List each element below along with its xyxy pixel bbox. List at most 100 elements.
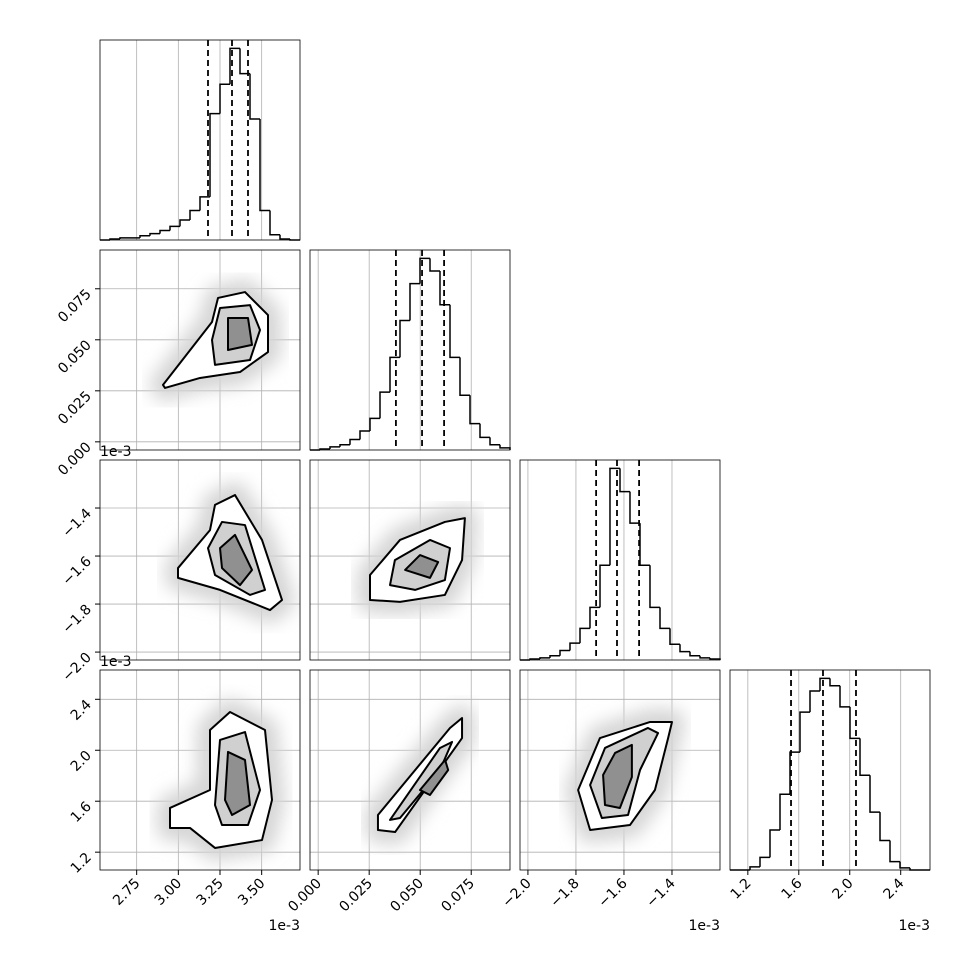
contour [227,316,253,351]
histogram-bar [409,282,420,321]
histogram-bar [619,468,630,493]
y-tick-label: 0.025 [55,388,95,428]
histogram-bar [429,258,440,272]
histogram-bar [609,467,620,566]
panel-frame [519,669,721,871]
histogram-bar [369,417,380,432]
histogram-bar [379,391,390,419]
x-tick-label: 0.075 [438,876,478,916]
histogram-bar [219,83,230,114]
x-offset-label: 1e-3 [899,918,930,934]
histogram-bar [499,444,511,450]
histogram-bar [179,219,190,227]
histogram-bar [689,651,700,657]
y-offset-label: 1e-3 [100,444,131,460]
panel-frame [99,669,301,871]
histogram-bar [269,210,280,236]
y-tick-label: 1.2 [68,850,95,877]
histogram-bar [199,196,210,211]
histogram-bar [669,628,680,645]
histogram-bar [339,443,350,447]
x-tick-label: 0.050 [387,876,427,916]
histogram-bar [279,234,290,240]
panel-frame [99,459,301,661]
y-tick-label: 0.075 [55,286,95,326]
x-tick-label: 2.4 [880,875,907,902]
histogram-bar [139,235,150,238]
panel-frame [99,39,301,241]
histogram-bar [889,840,900,863]
y-tick-label: −1.6 [59,553,94,588]
panel-frame [519,459,721,661]
histogram-bar [839,685,850,708]
histogram-bar [209,112,220,197]
y-tick-label: 0.050 [55,337,95,377]
histogram-bar [589,606,600,629]
x-tick-label: −1.4 [643,875,678,910]
x-tick-label: 0.025 [336,876,376,916]
histogram-bar [449,304,460,359]
histogram-bar [359,430,370,440]
x-tick-label: 2.0 [830,876,857,903]
histogram-bar [879,812,890,842]
histogram-bar [629,491,640,524]
histogram-bar [769,829,780,858]
histogram-bar [469,395,480,425]
histogram-bar [479,423,490,439]
histogram-bar [639,523,650,567]
histogram-bar [779,793,790,830]
y-tick-label: −1.4 [59,505,94,540]
histogram-bar [239,48,250,75]
histogram-bar [119,237,130,239]
x-tick-label: −1.8 [547,876,582,911]
histogram-bar [799,711,810,753]
x-tick-label: 1.2 [728,876,755,903]
histogram-bar [389,356,400,393]
panel-frame [309,669,511,871]
x-tick-label: 3.00 [152,876,185,909]
histogram-bar [699,655,710,659]
x-tick-label: 3.25 [193,876,226,909]
histogram-bar [749,866,760,870]
x-tick-label: 2.75 [110,876,143,909]
y-tick-label: −2.0 [59,650,94,685]
y-offset-label: 1e-3 [100,654,131,670]
contour [389,740,454,821]
histogram-bar [439,271,450,306]
histogram-bar [329,446,340,449]
panel-frame [99,249,301,451]
histogram-bar [539,657,551,659]
histogram-bar [229,47,240,85]
x-tick-label: −2.0 [499,876,534,911]
histogram-bar [149,232,160,236]
panel-frame [309,249,511,451]
histogram-bar [859,738,870,777]
y-tick-label: 0.000 [55,439,95,479]
x-tick-label: 0.000 [285,876,325,916]
x-tick-label: 3.50 [235,876,268,909]
histogram-bar [459,357,470,397]
y-tick-label: −1.8 [59,602,94,637]
histogram-bar [659,607,670,630]
histogram-bar [819,677,830,692]
histogram-bar [489,437,500,446]
panel-frame [729,669,931,871]
histogram-bar [569,642,580,651]
contour [404,554,440,579]
histogram-bar [809,690,820,713]
histogram-bar [419,257,430,284]
histogram-bar [899,861,910,869]
x-offset-label: 1e-3 [689,918,720,934]
y-tick-label: 1.6 [68,799,95,826]
contour [224,750,251,816]
histogram-bar [259,118,270,212]
panel-frame [309,459,511,661]
contour [602,743,633,809]
histogram-bar [789,751,800,795]
histogram-bar [189,209,200,220]
x-tick-label: 1.6 [779,875,806,902]
contour [419,758,450,796]
histogram-bar [679,644,690,653]
